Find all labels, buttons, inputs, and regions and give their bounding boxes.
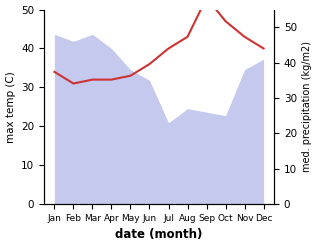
Y-axis label: med. precipitation (kg/m2): med. precipitation (kg/m2)	[302, 41, 313, 172]
Y-axis label: max temp (C): max temp (C)	[5, 71, 16, 143]
X-axis label: date (month): date (month)	[115, 228, 203, 242]
